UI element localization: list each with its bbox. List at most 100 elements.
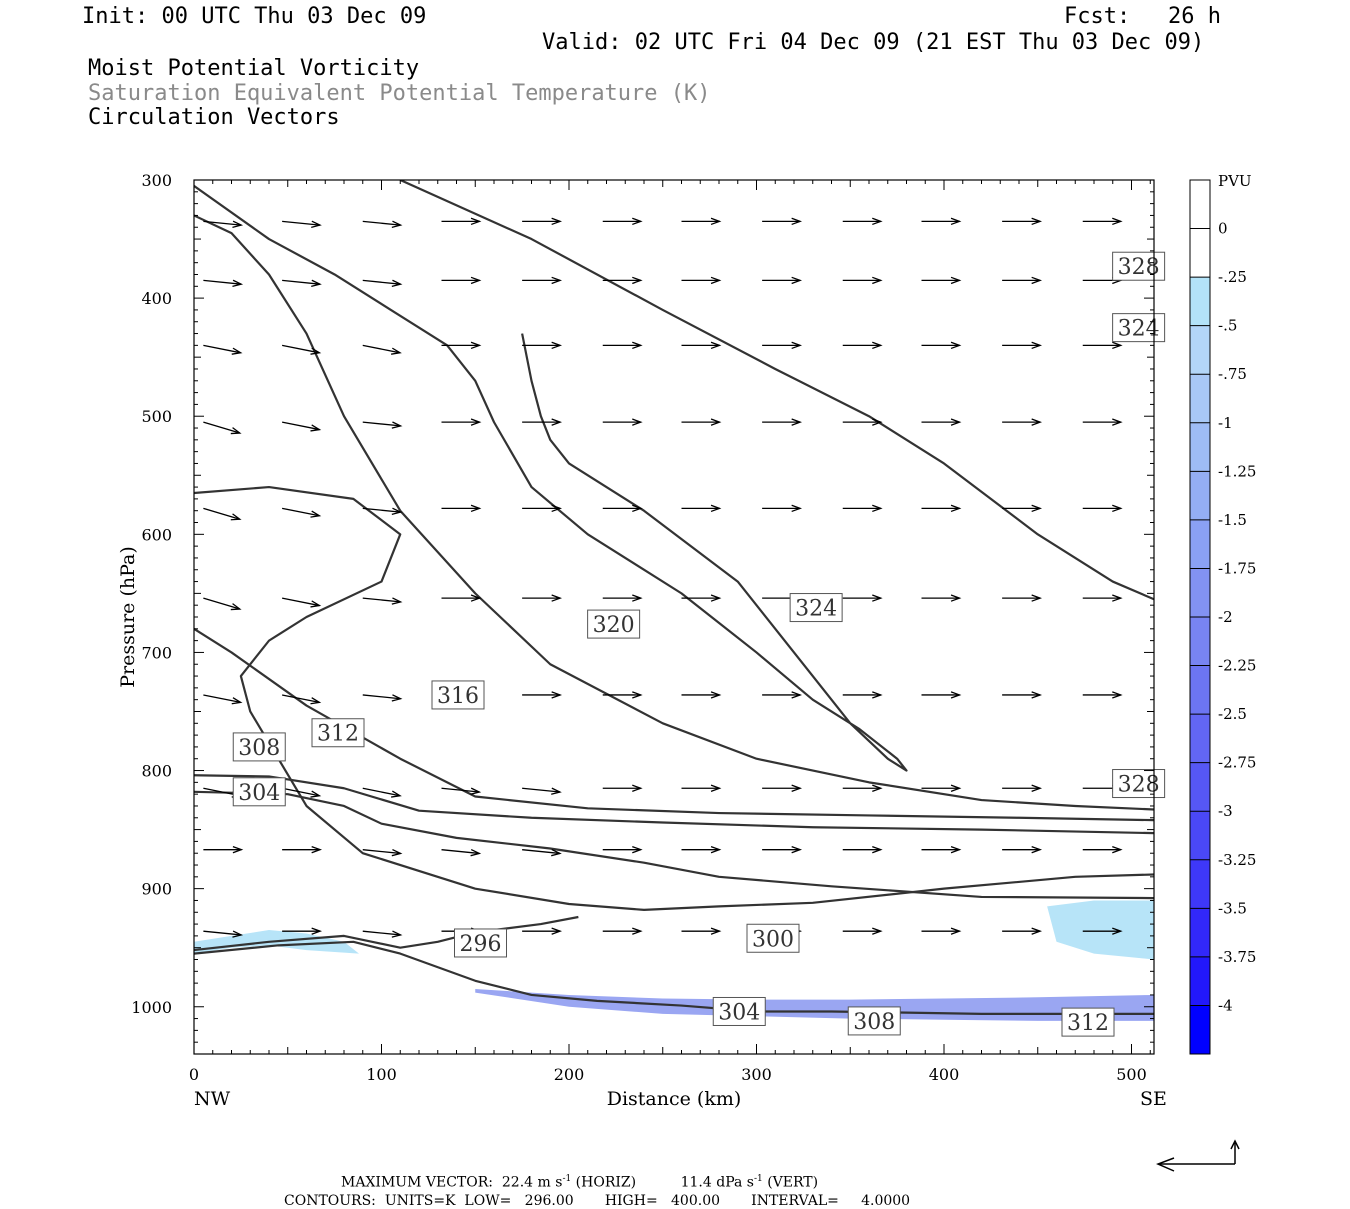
circulation-vector xyxy=(281,344,322,355)
circulation-vector xyxy=(842,784,883,792)
valid-time: Valid: 02 UTC Fri 04 Dec 09 (21 EST Thu … xyxy=(542,30,1205,55)
circulation-vector xyxy=(362,507,403,515)
circulation-vector xyxy=(203,507,242,521)
colorbar-swatch xyxy=(1190,180,1210,230)
circulation-vector xyxy=(681,341,722,350)
y-tick-label: 300 xyxy=(141,171,172,190)
reference-vector xyxy=(1156,1139,1240,1172)
contour-label: 324 xyxy=(789,593,843,623)
contour-labels-layer: 296 300 304 308 312 304 308 312 316 320 324 324 328 3… xyxy=(232,251,1166,1037)
colorbar-swatch xyxy=(1190,277,1210,327)
colorbar-swatch xyxy=(1190,714,1210,764)
circulation-vector xyxy=(1082,845,1123,854)
circulation-vector xyxy=(921,217,962,226)
theta-contour-308 xyxy=(194,774,1154,835)
circulation-vector xyxy=(842,927,883,935)
contour-label-text: 328 xyxy=(1118,773,1160,798)
circulation-vector xyxy=(203,597,242,611)
circulation-vector xyxy=(203,220,244,228)
circulation-vector xyxy=(1002,504,1043,513)
circulation-vector xyxy=(762,845,803,854)
contour-label-text: 308 xyxy=(238,736,280,761)
contour-label-text: 312 xyxy=(1067,1011,1109,1036)
colorbar-tick-label: -3 xyxy=(1218,802,1233,820)
colorbar-swatch xyxy=(1190,519,1210,569)
x-end-label-right: SE xyxy=(1140,1088,1167,1110)
circulation-vector xyxy=(602,341,643,350)
contour-label-text: 324 xyxy=(1118,317,1160,342)
circulation-vector xyxy=(441,341,482,350)
circulation-vector xyxy=(681,418,722,426)
circulation-vector xyxy=(203,279,244,288)
circulation-vector xyxy=(1002,927,1043,935)
colorbar-tick-label: -3.25 xyxy=(1218,851,1256,869)
contour-label: 304 xyxy=(712,996,766,1026)
circulation-vector xyxy=(362,344,402,355)
circulation-vector xyxy=(362,421,403,429)
colorbar-swatch xyxy=(1190,956,1210,1006)
theta-contour-304 xyxy=(194,790,1154,900)
circulation-vector xyxy=(441,594,482,602)
theta-contour-316 xyxy=(194,214,1154,811)
circulation-vector xyxy=(522,927,563,935)
theta-contour-300 xyxy=(194,940,1154,1015)
colorbar-swatch xyxy=(1190,1005,1210,1055)
axes-layer: 0 100 200 300 400 500 300 400 500 600 700 800 900 100… xyxy=(131,171,1154,1084)
circulation-vector xyxy=(921,845,962,854)
circulation-vector xyxy=(522,691,563,699)
colorbar-tick-label: -1.5 xyxy=(1218,511,1247,529)
circulation-vector xyxy=(522,787,562,795)
circulation-vector xyxy=(842,845,883,854)
circulation-vector xyxy=(921,691,962,699)
contour-label: 320 xyxy=(587,609,641,639)
contours-line: CONTOURS: UNITS=K LOW= 296.00 HIGH= 400.… xyxy=(284,1177,910,1209)
circulation-vector xyxy=(1002,276,1043,285)
y-tick-label: 1000 xyxy=(131,998,172,1017)
colorbar: 0 -.25 -.5 -.75 -1 -1.25 -1.5 -1.75 -2 -2.25 -2.5 -… xyxy=(1189,179,1256,1055)
circulation-vector xyxy=(921,504,962,513)
x-tick-label: 100 xyxy=(366,1065,397,1084)
colorbar-swatch xyxy=(1190,568,1210,618)
contour-label-text: 296 xyxy=(460,932,502,957)
circulation-vector xyxy=(203,694,243,705)
circulation-vector xyxy=(1082,691,1123,699)
colorbar-tick-label: -.75 xyxy=(1218,365,1247,383)
y-tick-label: 600 xyxy=(141,525,172,544)
circulation-vector xyxy=(842,418,883,426)
colorbar-tick-label: -1 xyxy=(1218,414,1233,432)
x-tick-label: 200 xyxy=(554,1065,585,1084)
plot-frame xyxy=(193,179,1155,1055)
colorbar-tick-label: 0 xyxy=(1218,220,1228,238)
circulation-vector xyxy=(362,694,403,702)
circulation-vector xyxy=(522,341,563,350)
contour-units: UNITS=K xyxy=(384,1193,456,1209)
x-tick-label: 500 xyxy=(1116,1065,1147,1084)
circulation-vector xyxy=(203,930,244,938)
x-end-label-left: NW xyxy=(194,1088,231,1110)
y-tick-label: 800 xyxy=(141,762,172,781)
max-vert-unit: (VERT) xyxy=(767,1174,819,1191)
pv-region-1 xyxy=(475,989,1154,1021)
circulation-vector xyxy=(762,341,803,350)
circulation-vector xyxy=(681,276,722,285)
colorbar-swatch xyxy=(1190,908,1210,958)
circulation-vector xyxy=(921,418,962,426)
contour-label: 312 xyxy=(311,718,365,748)
circulation-vector xyxy=(1002,217,1043,226)
colorbar-tick-label: -1.75 xyxy=(1218,559,1256,577)
circulation-vector xyxy=(1002,691,1043,699)
field-title-thetae: Saturation Equivalent Potential Temperat… xyxy=(88,81,711,106)
forecast-hour: 26 h xyxy=(1168,4,1221,29)
contour-label: 316 xyxy=(431,680,485,710)
colorbar-tick-label: -2.75 xyxy=(1218,754,1256,772)
circulation-vector xyxy=(602,845,643,854)
circulation-vector xyxy=(1082,927,1123,935)
circulation-vector xyxy=(1002,418,1043,426)
colorbar-swatch xyxy=(1190,617,1210,667)
colorbar-tick-label: -2 xyxy=(1218,608,1233,626)
circulation-vector xyxy=(681,504,722,513)
circulation-vector xyxy=(282,220,322,228)
contour-label: 328 xyxy=(1112,769,1166,799)
contours-label: CONTOURS: xyxy=(284,1193,376,1209)
contour-label-text: 308 xyxy=(853,1010,895,1035)
